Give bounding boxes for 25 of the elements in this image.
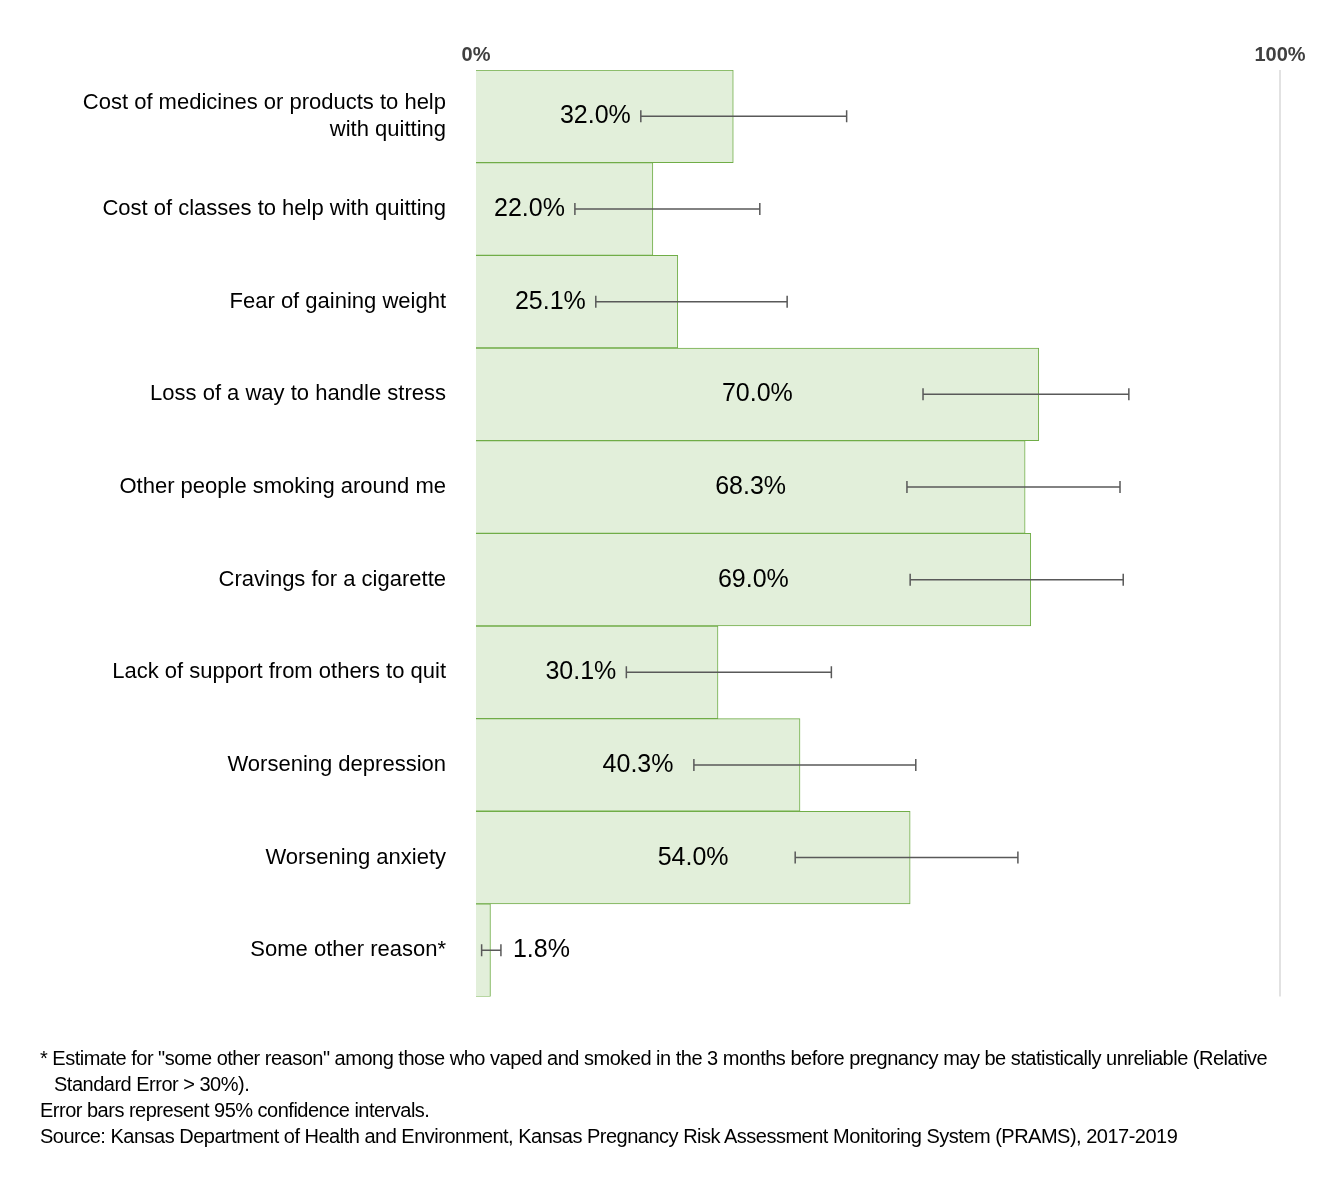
x-tick-label: 0% [461,42,491,65]
y-tick-label: Worsening anxiety [265,843,446,869]
y-tick-label: Cravings for a cigarette [218,565,446,591]
y-tick-label: Some other reason* [250,936,447,962]
text: * Estimate for "some other reason" among those who vaped and smoked in the 3 months before pregnancy may be statistically unreliable (Relative Standard Error > 30%). [40,1046,1269,1097]
data-label: 70.0% [721,378,793,407]
y-tick-label: Fear of gaining weight [229,287,446,313]
data-label: 22.0% [494,192,565,221]
data-label: 25.1% [514,285,586,314]
data-label: 32.0% [559,100,631,129]
y-tick-label: Cost of classes to help with quitting [102,195,446,221]
data-label: 30.1% [545,656,617,685]
y-tick-label: Worsening depression [227,751,446,777]
data-label: 54.0% [657,841,729,870]
text: Error bars represent 95% confidence intervals. [40,1098,431,1123]
data-label: 69.0% [717,563,789,592]
data-label: 40.3% [602,748,674,777]
data-label: 1.8% [512,934,570,963]
y-tick-label: Other people smoking around me [119,473,446,499]
source-note: Source: Kansas Department of Health and Environment, Kansas Pregnancy Risk Assessment Monitoring System (PRAMS), 2017-2019 [40,1124,1179,1149]
y-tick-label: Loss of a way to handle stress [150,380,446,406]
y-tick-label: Lack of support from others to quit [112,658,446,684]
data-label: 68.3% [715,470,787,499]
y-tick-label: Cost of medicines or products to help with quitting [82,89,446,141]
x-tick-label: 100% [1254,42,1306,65]
